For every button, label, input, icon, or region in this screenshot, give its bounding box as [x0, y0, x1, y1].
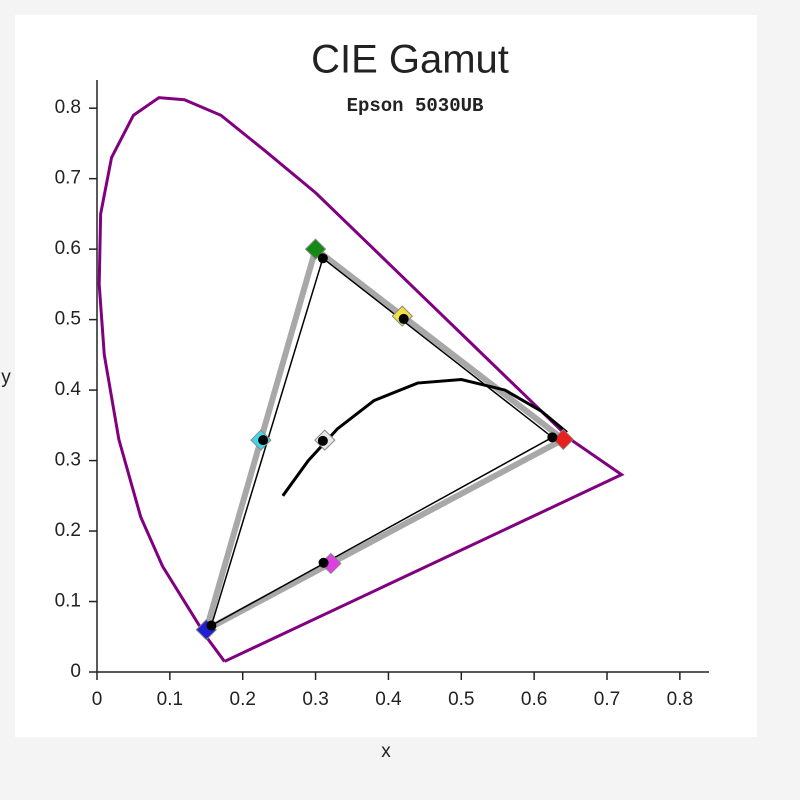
- measured-point: [206, 620, 217, 631]
- y-tick-label: 0.7: [55, 168, 81, 189]
- x-tick-label: 0.8: [667, 689, 693, 710]
- x-tick-label: 0: [92, 689, 103, 710]
- y-tick-label: 0.6: [55, 238, 81, 259]
- gamut-edge: [322, 257, 553, 438]
- chart-subtitle: Epson 5030UB: [347, 95, 484, 117]
- y-tick-label: 0.2: [55, 520, 81, 541]
- measured-point: [318, 557, 329, 568]
- y-tick-label: 0.3: [55, 450, 81, 471]
- measured-point: [317, 253, 328, 264]
- x-tick-label: 0.3: [302, 689, 328, 710]
- y-axis-label: y: [1, 367, 11, 388]
- y-tick-label: 0.1: [55, 591, 81, 612]
- y-tick-label: 0: [70, 661, 81, 682]
- chart-title: CIE Gamut: [311, 38, 509, 82]
- curve: [97, 96, 625, 663]
- y-tick-label: 0.5: [55, 309, 81, 330]
- measured-point: [258, 435, 269, 446]
- x-tick-label: 0.7: [594, 689, 620, 710]
- x-tick-label: 0.4: [375, 689, 402, 710]
- x-axis-label: x: [381, 741, 391, 762]
- x-tick-label: 0.2: [230, 689, 256, 710]
- measured-point: [317, 435, 328, 446]
- x-tick-label: 0.1: [157, 689, 183, 710]
- x-tick-label: 0.5: [448, 689, 474, 710]
- gamut-edge: [204, 436, 565, 633]
- y-tick-label: 0.8: [55, 97, 81, 118]
- measured-point: [398, 313, 409, 324]
- measured-point: [547, 432, 558, 443]
- curve: [281, 378, 568, 497]
- gamut-edge: [211, 436, 553, 627]
- gamut-edge: [313, 246, 566, 442]
- plot-bg: [15, 15, 757, 737]
- x-tick-label: 0.6: [521, 689, 547, 710]
- y-tick-label: 0.4: [55, 379, 82, 400]
